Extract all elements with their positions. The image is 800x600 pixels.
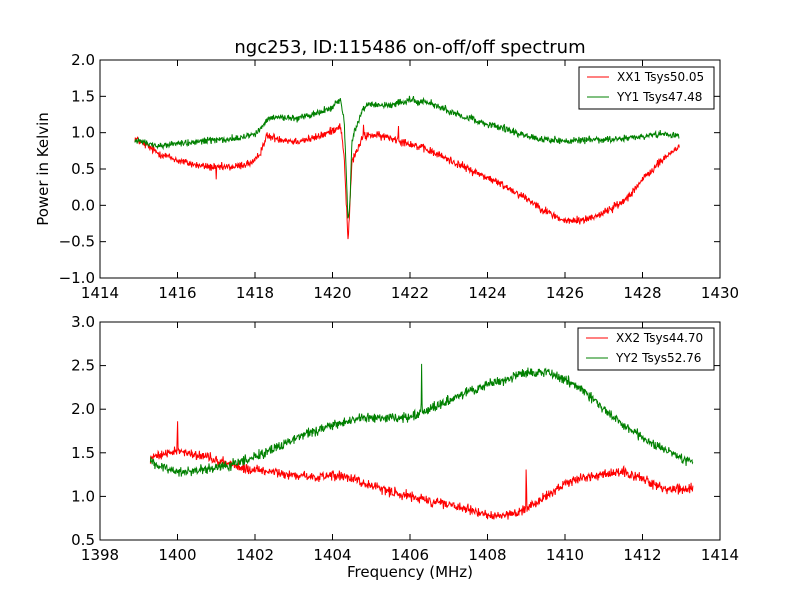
bottom-x-tick-label: 1400	[158, 546, 196, 564]
bottom-y-tick-label: 3.0	[71, 313, 95, 331]
top-y-tick-label: 2.0	[71, 51, 95, 69]
bottom-legend-label: YY2 Tsys52.76	[615, 351, 701, 365]
top-legend-label: YY1 Tsys47.48	[616, 90, 702, 104]
top-y-tick-label: 1.0	[71, 124, 95, 142]
top-x-tick-label: 1422	[391, 284, 429, 302]
bottom-y-tick-label: 2.0	[71, 400, 95, 418]
top-x-tick-label: 1426	[546, 284, 584, 302]
bottom-legend-label: XX2 Tsys44.70	[616, 331, 703, 345]
top-y-tick-label: −0.5	[59, 233, 95, 251]
top-x-tick-label: 1424	[468, 284, 506, 302]
bottom-x-tick-label: 1412	[623, 546, 661, 564]
bottom-chart: 1398 1400 1402 1404 1406 1408 1410 1412 1414 0.5 1…	[71, 313, 739, 564]
top-x-tick-label: 1428	[623, 284, 661, 302]
top-chart-title: ngc253, ID:115486 on-off/off spectrum	[234, 37, 585, 58]
bottom-series-xx-line	[149, 421, 694, 520]
bottom-y-tick-label: 2.5	[71, 357, 95, 375]
top-x-tick-label: 1420	[313, 284, 351, 302]
top-chart: 1414 1416 1418 1420 1422 1424 1426 1428 1430 −1.0…	[59, 51, 740, 302]
bottom-x-tick-label: 1398	[81, 546, 119, 564]
top-y-tick-label: 0.5	[71, 160, 95, 178]
bottom-x-tick-label: 1414	[701, 546, 739, 564]
top-chart-y-axis-label: Power in Kelvin	[34, 112, 52, 226]
top-y-tick-label: 0.0	[71, 196, 95, 214]
top-legend-box	[578, 66, 715, 110]
top-series-xx-line	[134, 123, 680, 240]
bottom-series-yy-line	[149, 363, 694, 477]
bottom-legend-box	[577, 327, 715, 371]
bottom-x-tick-label: 1404	[313, 546, 351, 564]
bottom-x-tick-label: 1406	[391, 546, 429, 564]
bottom-x-tick-label: 1402	[236, 546, 274, 564]
bottom-x-tick-label: 1410	[546, 546, 584, 564]
bottom-y-tick-label: 0.5	[71, 531, 95, 549]
top-y-tick-label: −1.0	[59, 269, 95, 287]
bottom-y-tick-label: 1.0	[71, 487, 95, 505]
top-x-tick-label: 1416	[158, 284, 196, 302]
top-x-tick-label: 1418	[236, 284, 274, 302]
top-legend: XX1 Tsys50.05 YY1 Tsys47.48	[578, 66, 715, 110]
bottom-y-tick-label: 1.5	[71, 444, 95, 462]
top-legend-label: XX1 Tsys50.05	[617, 70, 704, 84]
bottom-x-tick-label: 1408	[468, 546, 506, 564]
top-series-yy-line	[134, 95, 680, 219]
top-x-tick-label: 1430	[701, 284, 739, 302]
bottom-legend: XX2 Tsys44.70 YY2 Tsys52.76	[577, 327, 715, 371]
top-x-tick-label: 1414	[81, 284, 119, 302]
top-y-tick-label: 1.5	[71, 87, 95, 105]
bottom-chart-x-axis-label: Frequency (MHz)	[347, 563, 473, 581]
